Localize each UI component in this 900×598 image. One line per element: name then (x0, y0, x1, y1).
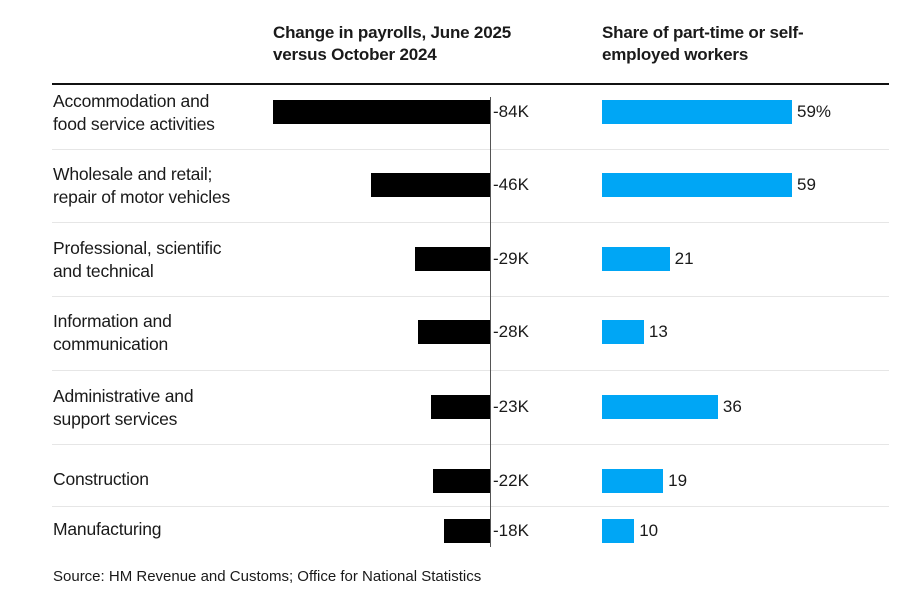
share-bar (602, 247, 670, 271)
row-separator (52, 296, 889, 297)
payroll-value-label: -18K (493, 521, 529, 540)
category-label-line-2: communication (53, 334, 169, 354)
category-label-line-1: Manufacturing (53, 519, 162, 539)
category-label: Accommodation and food service activities (53, 90, 215, 136)
payroll-column-header: Change in payrolls, June 2025 versus Oct… (273, 22, 573, 66)
share-value-label: 21 (674, 249, 694, 268)
row-separator (52, 370, 889, 371)
row-separator (52, 444, 889, 445)
share-header-line-2: employed workers (602, 45, 749, 64)
row-separator (52, 222, 889, 223)
row-separator (52, 506, 889, 507)
payroll-value-label: -23K (493, 397, 529, 416)
payroll-value-label: -22K (493, 471, 529, 490)
share-bar (602, 100, 792, 124)
share-value-label: 10 (639, 521, 659, 540)
share-value-label: 13 (648, 322, 668, 341)
payroll-value-label: -28K (493, 322, 529, 341)
category-label: Professional, scientific and technical (53, 237, 222, 283)
payroll-bar (430, 395, 490, 419)
payroll-value-label: -29K (493, 249, 529, 268)
category-label-line-1: Professional, scientific (53, 238, 222, 258)
payroll-bar (443, 519, 490, 543)
share-header-line-1: Share of part-time or self- (602, 23, 804, 42)
payroll-value-label: -84K (493, 102, 529, 121)
category-label-line-2: support services (53, 409, 178, 429)
source-note: Source: HM Revenue and Customs; Office f… (53, 568, 482, 585)
share-value-label: 59 (797, 175, 816, 194)
row-separator (52, 149, 889, 150)
payroll-zero-axis (490, 97, 491, 547)
share-bar (602, 320, 644, 344)
payroll-header-line-1: Change in payrolls, June 2025 (273, 23, 511, 42)
category-label-line-1: Administrative and (53, 386, 194, 406)
share-bar (602, 395, 718, 419)
category-label-line-2: repair of motor vehicles (53, 187, 231, 207)
category-label: Construction (53, 468, 149, 491)
share-column-header: Share of part-time or self- employed wor… (602, 22, 892, 66)
header-rule (52, 83, 889, 85)
category-label-line-2: food service activities (53, 114, 215, 134)
category-label: Administrative and support services (53, 385, 194, 431)
share-value-label: 36 (722, 397, 742, 416)
payroll-bar (433, 469, 490, 493)
category-label-line-2: and technical (53, 261, 154, 281)
payroll-bar (273, 100, 490, 124)
share-value-label: 59% (797, 102, 832, 121)
share-bar (602, 519, 635, 543)
payroll-bar (371, 173, 490, 197)
payroll-bar (415, 247, 490, 271)
payroll-header-line-2: versus October 2024 (273, 45, 437, 64)
category-label-line-1: Information and (53, 311, 172, 331)
category-label: Manufacturing (53, 518, 161, 541)
share-bar (602, 469, 664, 493)
share-bar (602, 173, 792, 197)
category-label: Information and communication (53, 310, 172, 356)
payroll-bar (417, 320, 490, 344)
payroll-value-label: -46K (493, 175, 529, 194)
category-label-line-1: Construction (53, 469, 149, 489)
category-label-line-1: Accommodation and (53, 91, 210, 111)
category-label: Wholesale and retail; repair of motor veh… (53, 163, 230, 209)
category-label-line-1: Wholesale and retail; (53, 164, 213, 184)
share-value-label: 19 (668, 471, 688, 490)
